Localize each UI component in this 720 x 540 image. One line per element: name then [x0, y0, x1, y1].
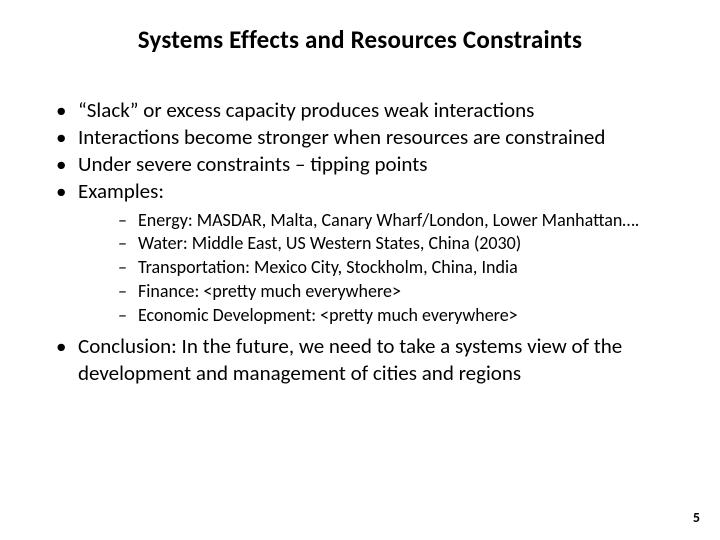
bullet-item: Interactions become stronger when resour…	[56, 124, 684, 151]
bullet-item-conclusion: Conclusion: In the future, we need to ta…	[56, 333, 684, 387]
conclusion-text: Conclusion: In the future, we need to ta…	[78, 333, 622, 386]
example-text: Economic Development: <pretty much every…	[138, 304, 518, 326]
slide: Systems Effects and Resources Constraint…	[0, 0, 720, 540]
example-item: Finance: <pretty much everywhere>	[118, 280, 684, 304]
bullet-item: Examples: Energy: MASDAR, Malta, Canary …	[56, 178, 684, 328]
bullet-text: Interactions become stronger when resour…	[78, 124, 605, 150]
example-item: Economic Development: <pretty much every…	[118, 304, 684, 328]
bullet-item: Under severe constraints – tipping point…	[56, 151, 684, 178]
example-text: Finance: <pretty much everywhere>	[138, 280, 401, 302]
page-number: 5	[693, 509, 700, 526]
bullet-text: Examples:	[78, 178, 164, 204]
example-text: Transportation: Mexico City, Stockholm, …	[138, 256, 518, 278]
example-item: Transportation: Mexico City, Stockholm, …	[118, 256, 684, 280]
slide-title: Systems Effects and Resources Constraint…	[36, 24, 684, 55]
bullet-item: “Slack” or excess capacity produces weak…	[56, 97, 684, 124]
examples-list: Energy: MASDAR, Malta, Canary Wharf/Lond…	[78, 209, 684, 328]
bullet-text: “Slack” or excess capacity produces weak…	[78, 97, 534, 123]
bullet-list: “Slack” or excess capacity produces weak…	[36, 97, 684, 387]
example-text: Energy: MASDAR, Malta, Canary Wharf/Lond…	[138, 209, 639, 231]
example-text: Water: Middle East, US Western States, C…	[138, 232, 521, 254]
bullet-text: Under severe constraints – tipping point…	[78, 151, 427, 177]
example-item: Energy: MASDAR, Malta, Canary Wharf/Lond…	[118, 209, 684, 233]
example-item: Water: Middle East, US Western States, C…	[118, 232, 684, 256]
